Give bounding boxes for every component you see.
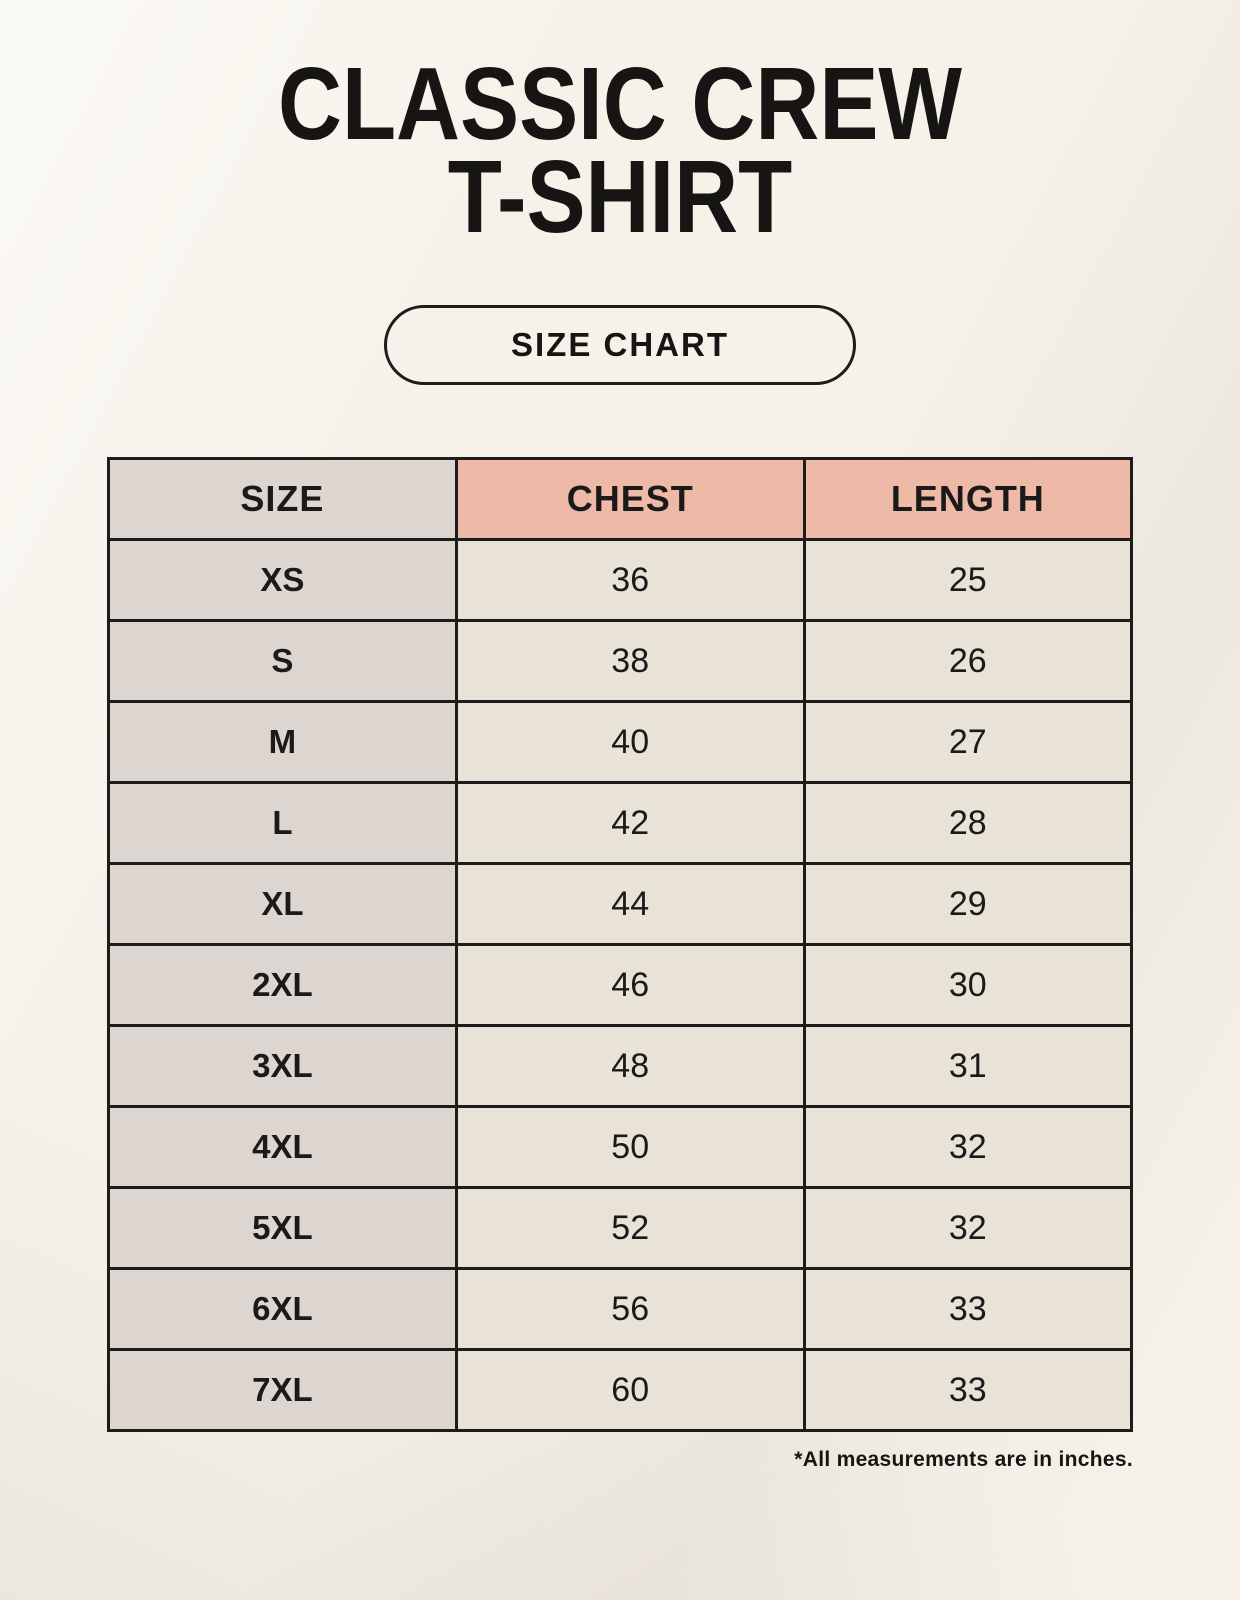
chest-cell: 60 [454,1348,806,1433]
table-row: 4XL 50 32 [107,1105,1134,1190]
table-row: M 40 27 [107,700,1134,785]
table-row: 3XL 48 31 [107,1024,1134,1109]
chest-cell: 42 [454,781,806,866]
size-cell: S [107,619,458,704]
length-cell: 25 [802,538,1134,623]
length-cell: 33 [802,1348,1134,1433]
size-cell: 6XL [107,1267,458,1352]
size-cell: 7XL [107,1348,458,1433]
page-title-line2: T-SHIRT [447,138,793,254]
chest-cell: 56 [454,1267,806,1352]
size-cell: XS [107,538,458,623]
table-row: XS 36 25 [107,538,1134,623]
table-row: 7XL 60 33 [107,1348,1134,1433]
table-row: 5XL 52 32 [107,1186,1134,1271]
chest-cell: 36 [454,538,806,623]
header-cell-size: SIZE [107,457,458,542]
header-cell-chest: CHEST [454,457,806,542]
chest-cell: 52 [454,1186,806,1271]
length-cell: 27 [802,700,1134,785]
size-cell: XL [107,862,458,947]
length-cell: 28 [802,781,1134,866]
size-cell: 2XL [107,943,458,1028]
header-cell-length: LENGTH [802,457,1134,542]
size-cell: M [107,700,458,785]
length-cell: 32 [802,1105,1134,1190]
table-header-row: SIZE CHEST LENGTH [107,457,1134,542]
page-title: CLASSIC CREW T-SHIRT [87,46,1153,254]
length-cell: 29 [802,862,1134,947]
table-row: XL 44 29 [107,862,1134,947]
chest-cell: 48 [454,1024,806,1109]
length-cell: 26 [802,619,1134,704]
chest-cell: 40 [454,700,806,785]
table-row: 6XL 56 33 [107,1267,1134,1352]
size-cell: 3XL [107,1024,458,1109]
length-cell: 32 [802,1186,1134,1271]
length-cell: 30 [802,943,1134,1028]
size-cell: 5XL [107,1186,458,1271]
size-cell: 4XL [107,1105,458,1190]
table-row: L 42 28 [107,781,1134,866]
size-cell: L [107,781,458,866]
length-cell: 33 [802,1267,1134,1352]
table-row: S 38 26 [107,619,1134,704]
chest-cell: 50 [454,1105,806,1190]
table-row: 2XL 46 30 [107,943,1134,1028]
measurements-footnote: *All measurements are in inches. [794,1448,1133,1472]
page-title-line1: CLASSIC CREW [277,46,963,161]
size-chart-table: SIZE CHEST LENGTH XS 36 25 S 38 26 M 40 … [107,457,1134,1433]
size-chart-section: SIZE CHEST LENGTH XS 36 25 S 38 26 M 40 … [107,457,1134,1472]
size-chart-button[interactable]: SIZE CHART [384,305,856,386]
chest-cell: 44 [454,862,806,947]
length-cell: 31 [802,1024,1134,1109]
chest-cell: 46 [454,943,806,1028]
chest-cell: 38 [454,619,806,704]
